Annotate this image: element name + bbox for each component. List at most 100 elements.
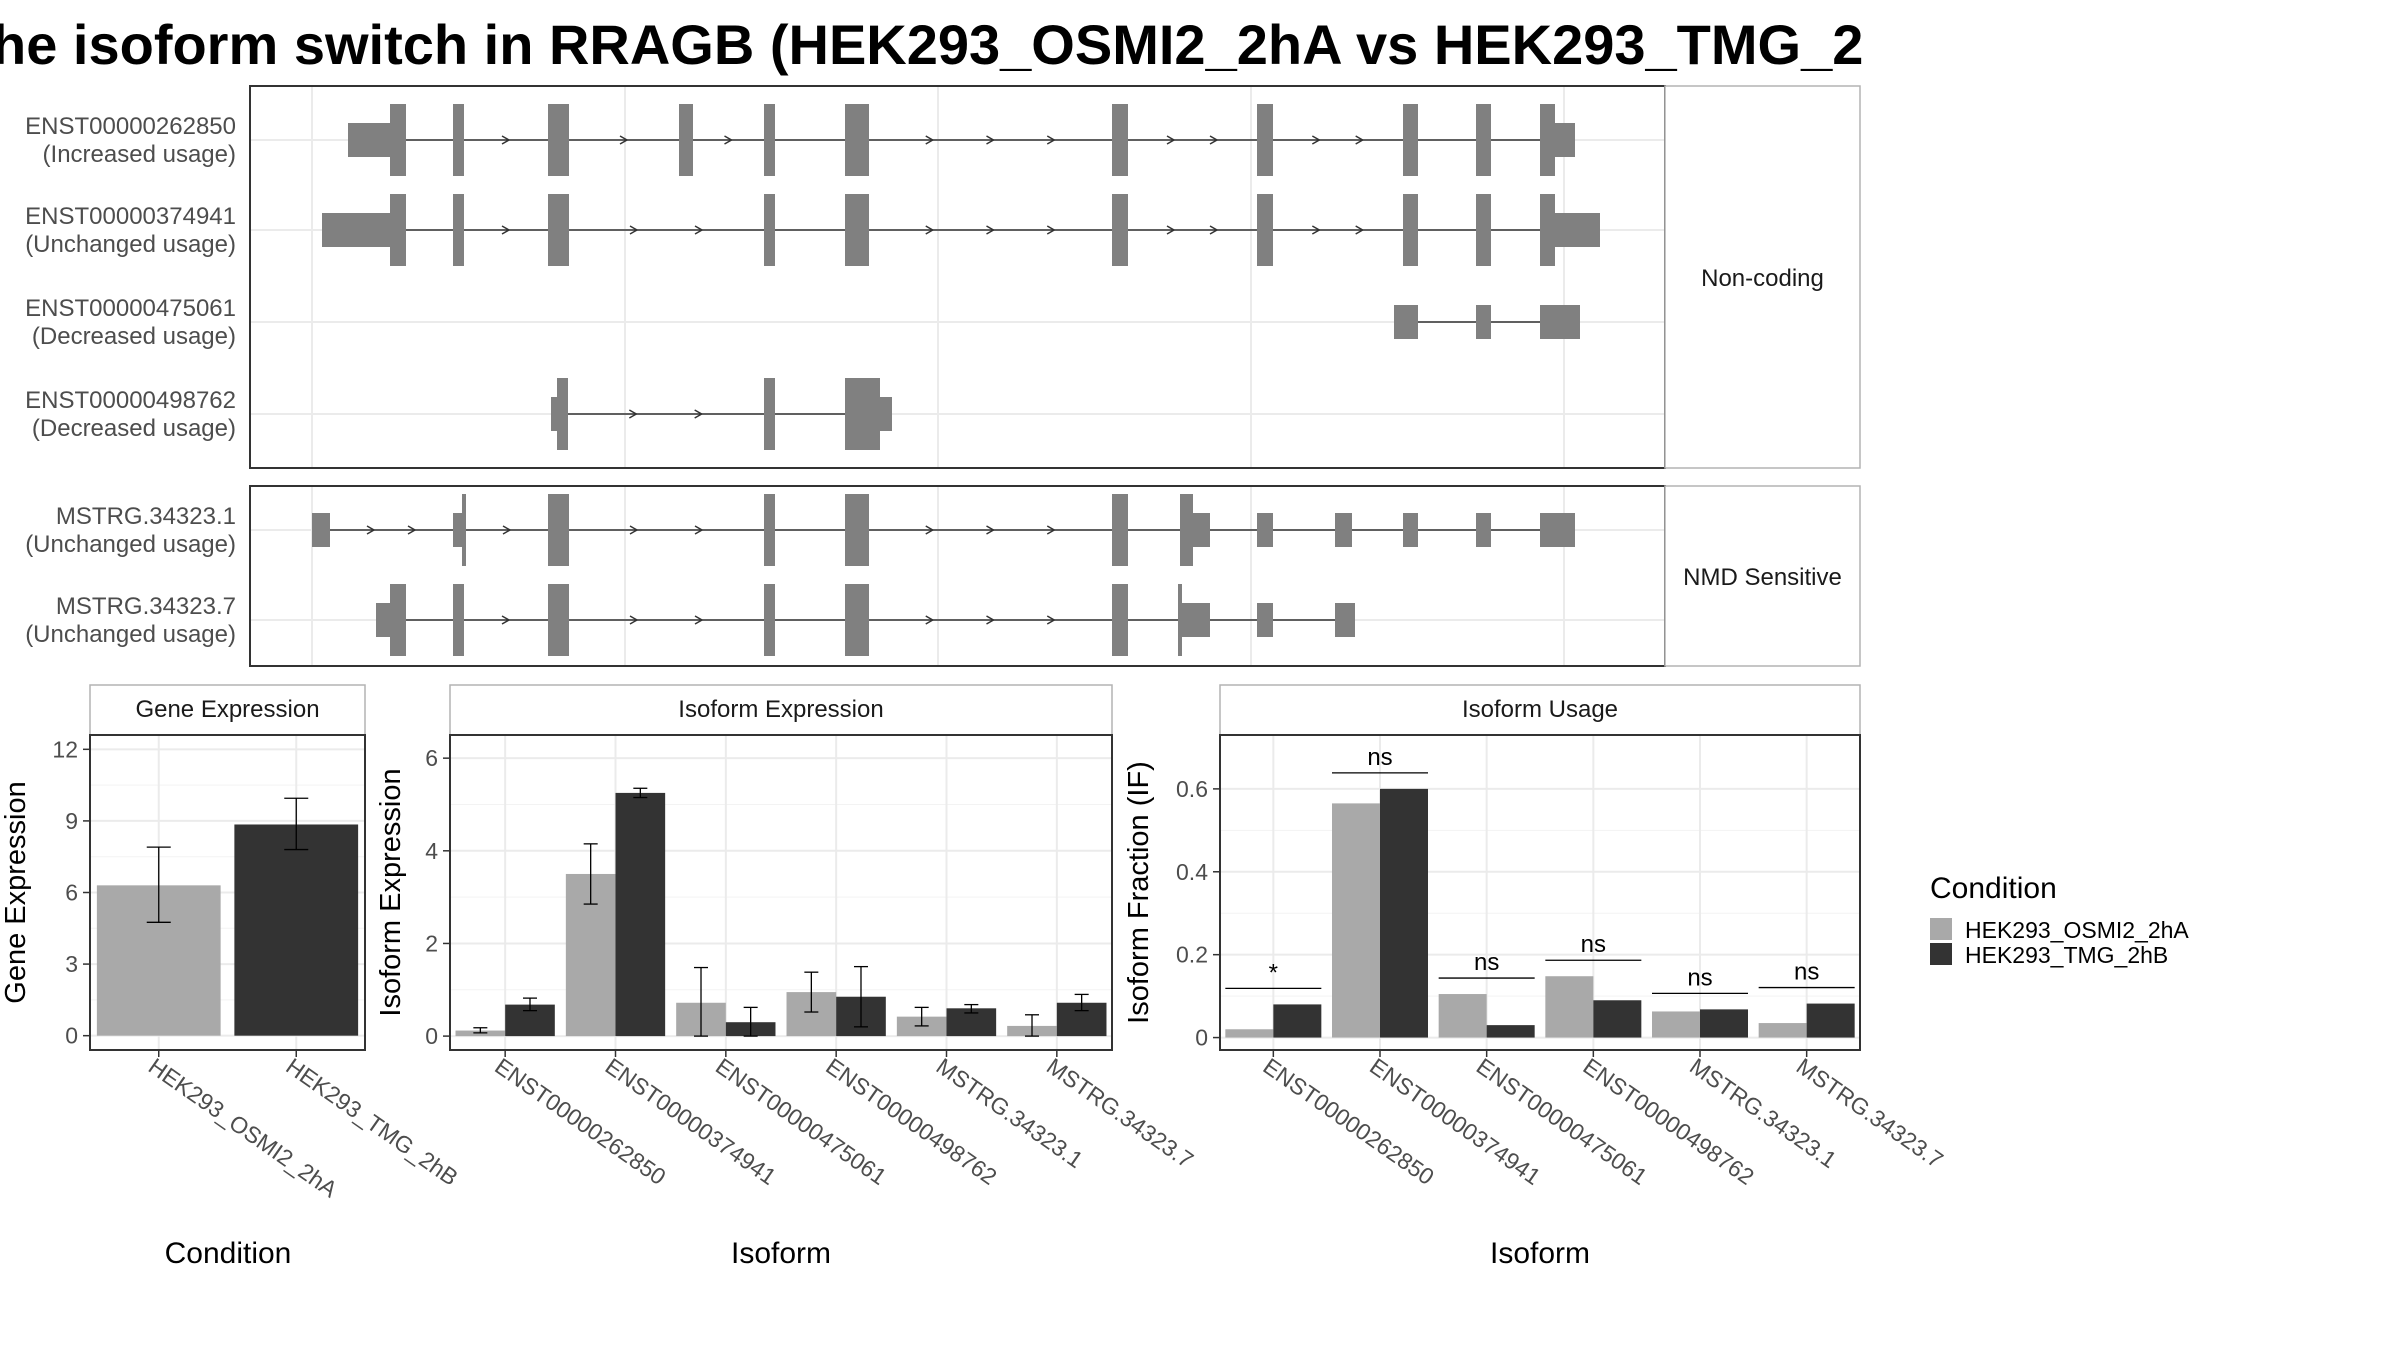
legend-label-cond-b: HEK293_TMG_2hB [1965, 942, 2168, 968]
bar [1758, 1023, 1807, 1038]
exon-block [1540, 513, 1575, 547]
strand-arrow [628, 409, 638, 419]
exon-block [453, 104, 464, 176]
condition-legend: Condition HEK293_OSMI2_2hA HEK293_TMG_2h… [1930, 872, 2189, 968]
y-tick-label: 0 [425, 1023, 438, 1049]
strand-arrow [501, 615, 511, 625]
y-tick-label: 0 [65, 1023, 78, 1049]
bar [1593, 1000, 1642, 1038]
strand-arrow [629, 615, 639, 625]
panel-title: Isoform Usage [1462, 696, 1618, 723]
strand-arrow [502, 525, 512, 535]
exon-block [1335, 513, 1352, 547]
strand-arrow [1209, 135, 1219, 145]
y-axis-title: Isoform Expression [375, 768, 407, 1016]
exon-block [548, 194, 569, 266]
exon-block [880, 397, 892, 431]
exon-block [453, 584, 464, 656]
panel-border [89, 734, 366, 1051]
bar [1486, 1025, 1535, 1038]
strand-arrow [925, 135, 935, 145]
exon-block [679, 104, 693, 176]
legend-key-cond-b [1930, 943, 1952, 965]
transcript-id-label: ENST00000475061 [25, 295, 236, 322]
exon-block [1257, 194, 1273, 266]
exon-block [764, 584, 775, 656]
exon-block [845, 494, 869, 566]
strand-arrow [1046, 615, 1056, 625]
strand-arrow [1209, 225, 1219, 235]
y-tick-label: 2 [425, 930, 438, 956]
y-tick-label: 0 [1195, 1025, 1208, 1051]
exon-block [764, 494, 775, 566]
transcript-row: MSTRG.34323.1(Unchanged usage) [25, 494, 1575, 566]
exon-block [390, 194, 406, 266]
exon-block [1476, 305, 1491, 339]
exon-block [1403, 104, 1418, 176]
strand-arrow [694, 225, 704, 235]
significance-label: ns [1474, 949, 1499, 976]
x-axis-title: Isoform [731, 1237, 831, 1270]
transcript-usage-label: (Unchanged usage) [25, 231, 236, 258]
exon-block [1112, 494, 1128, 566]
strand-arrow [1311, 135, 1321, 145]
y-tick-label: 9 [65, 808, 78, 834]
exon-block [312, 513, 330, 547]
exon-block [557, 378, 568, 450]
transcript-row: ENST00000374941(Unchanged usage) [25, 194, 1600, 266]
y-tick-label: 0.2 [1176, 942, 1208, 968]
exon-block [1540, 194, 1555, 266]
y-tick-label: 4 [425, 838, 438, 864]
exon-block [1257, 513, 1273, 547]
strand-arrow [1046, 135, 1056, 145]
exon-block [390, 104, 406, 176]
exon-block [1257, 104, 1273, 176]
strand-arrow [1166, 135, 1176, 145]
strand-arrow [501, 135, 511, 145]
exon-block [1112, 104, 1128, 176]
strand-arrow [629, 525, 639, 535]
significance-label: ns [1581, 931, 1606, 958]
exon-block [1540, 104, 1555, 176]
exon-block [376, 603, 390, 637]
exon-block [453, 194, 464, 266]
bar-panel-2: Isoform Expression0246ENST00000262850ENS… [375, 684, 1198, 1270]
significance-label: ns [1687, 964, 1712, 991]
bar [1652, 1011, 1700, 1038]
exon-block [548, 494, 569, 566]
exon-block [453, 513, 462, 547]
exon-block [1476, 194, 1491, 266]
panel-background [250, 486, 1665, 666]
facet-strip [1664, 485, 1861, 667]
legend-key-cond-a [1930, 918, 1952, 940]
exon-block [845, 194, 869, 266]
exon-block [1555, 213, 1600, 247]
bar-chart-panels: Gene Expression036912HEK293_OSMI2_2hAHEK… [0, 684, 1948, 1270]
legend-title: Condition [1930, 872, 2057, 905]
strand-arrow [986, 615, 996, 625]
bar-panel-3: Isoform Usage 0 0.2 0.4 0.6 * ENST00000262850 n… [1123, 684, 1948, 1270]
transcript-id-label: MSTRG.34323.7 [56, 593, 236, 620]
strand-arrow [501, 225, 511, 235]
transcript-usage-label: (Decreased usage) [32, 323, 236, 350]
y-tick-label: 0.4 [1176, 859, 1208, 885]
exon-block [1394, 305, 1418, 339]
strand-arrow [629, 225, 639, 235]
panel-border [449, 734, 1113, 1051]
strand-arrow [986, 225, 996, 235]
exon-block [348, 123, 390, 157]
facet-label: NMD Sensitive [1683, 564, 1842, 591]
transcript-usage-label: (Unchanged usage) [25, 531, 236, 558]
exon-block [322, 213, 390, 247]
y-axis-title: Gene Expression [0, 781, 32, 1003]
transcript-row: ENST00000262850(Increased usage) [25, 104, 1575, 176]
transcript-usage-label: (Increased usage) [43, 141, 236, 168]
x-axis-title: Condition [165, 1237, 292, 1270]
y-tick-label: 12 [52, 736, 78, 762]
panel-background [250, 86, 1665, 468]
bar [1545, 976, 1594, 1038]
bar [1438, 994, 1487, 1038]
panel-border [1219, 734, 1861, 1051]
strand-arrow [925, 225, 935, 235]
panel-title: Isoform Expression [678, 696, 883, 723]
